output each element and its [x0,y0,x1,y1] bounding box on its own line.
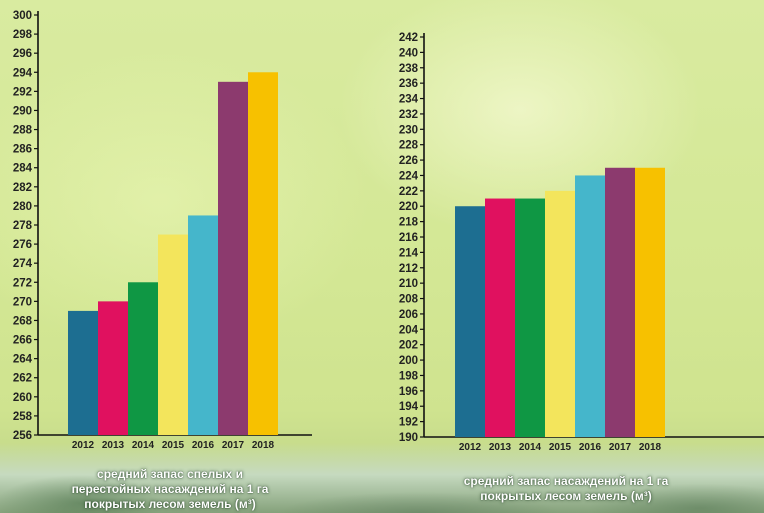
bar-2018 [248,72,278,435]
y-tick-label: 234 [399,94,419,106]
y-tick-label: 296 [13,48,32,60]
x-tick-label: 2014 [132,440,155,451]
bar-2018 [635,167,665,437]
x-tick-label: 2018 [252,440,275,451]
y-tick-label: 278 [13,220,33,232]
y-tick-label: 198 [399,370,419,382]
bar-2015 [158,234,188,435]
bar-2016 [575,175,605,437]
y-tick-label: 208 [399,294,419,306]
y-tick-label: 270 [13,296,32,308]
bar-2013 [98,301,128,435]
y-tick-label: 276 [13,239,32,251]
caption-line: средний запас спелых и [97,467,243,481]
y-tick-label: 196 [399,386,418,398]
y-tick-label: 216 [399,232,418,244]
y-tick-label: 190 [399,432,418,444]
y-tick-label: 240 [399,47,418,59]
y-tick-label: 262 [13,373,32,385]
y-tick-label: 200 [399,355,418,367]
y-tick-label: 292 [13,86,32,98]
caption-line: средний запас насаждений на 1 га [463,474,669,488]
bar-2014 [128,282,158,435]
y-tick-label: 260 [13,392,32,404]
y-tick-label: 282 [13,182,32,194]
y-tick-label: 218 [399,217,419,229]
y-tick-label: 228 [399,140,419,152]
y-tick-label: 280 [13,201,32,213]
y-tick-label: 206 [399,309,418,321]
y-tick-label: 192 [399,417,418,429]
y-tick-label: 220 [399,201,418,213]
y-tick-label: 232 [399,109,418,121]
y-tick-label: 288 [13,125,33,137]
y-tick-label: 194 [399,401,419,413]
bar-2017 [605,167,635,437]
caption-line: покрытых лесом земель (м³) [480,489,652,503]
bar-2012 [455,206,485,437]
y-tick-label: 224 [399,170,419,182]
bar-2013 [485,198,515,437]
y-tick-label: 268 [13,315,33,327]
x-tick-label: 2013 [102,440,125,451]
x-tick-label: 2012 [72,440,95,451]
y-tick-label: 258 [13,411,33,423]
x-tick-label: 2015 [549,442,572,453]
y-tick-label: 274 [13,258,33,270]
caption-line: перестойных насаждений на 1 га [71,482,269,496]
y-tick-label: 284 [13,163,33,175]
x-tick-label: 2012 [459,442,482,453]
x-tick-label: 2017 [609,442,632,453]
y-tick-label: 236 [399,78,418,90]
bar-2014 [515,198,545,437]
y-tick-label: 290 [13,105,32,117]
y-tick-label: 294 [13,67,33,79]
y-tick-label: 266 [13,335,32,347]
x-tick-label: 2015 [162,440,185,451]
y-tick-label: 238 [399,63,419,75]
y-tick-label: 212 [399,263,418,275]
y-tick-label: 286 [13,144,32,156]
caption-line: покрытых лесом земель (м³) [84,497,256,511]
y-tick-label: 272 [13,277,32,289]
x-tick-label: 2016 [192,440,215,451]
y-tick-label: 226 [399,155,418,167]
bar-2012 [68,310,98,435]
y-tick-label: 214 [399,247,419,259]
y-tick-label: 204 [399,324,419,336]
x-tick-label: 2014 [519,442,542,453]
y-tick-label: 210 [399,278,418,290]
y-tick-label: 300 [13,10,32,22]
bar-2015 [545,190,575,437]
y-tick-label: 230 [399,124,418,136]
x-tick-label: 2016 [579,442,602,453]
y-tick-label: 264 [13,354,33,366]
y-tick-label: 256 [13,430,32,442]
x-tick-label: 2013 [489,442,512,453]
x-tick-label: 2017 [222,440,245,451]
caption-ripe-stands: средний запас спелых и перестойных насаж… [55,467,285,512]
y-tick-label: 222 [399,186,418,198]
y-tick-label: 242 [399,32,418,44]
x-tick-label: 2018 [639,442,662,453]
bar-2016 [188,215,218,435]
y-tick-label: 298 [13,29,33,41]
bar-2017 [218,81,248,436]
y-tick-label: 202 [399,340,418,352]
background-landscape [0,443,764,513]
caption-all-stands: средний запас насаждений на 1 га покрыты… [436,474,696,504]
